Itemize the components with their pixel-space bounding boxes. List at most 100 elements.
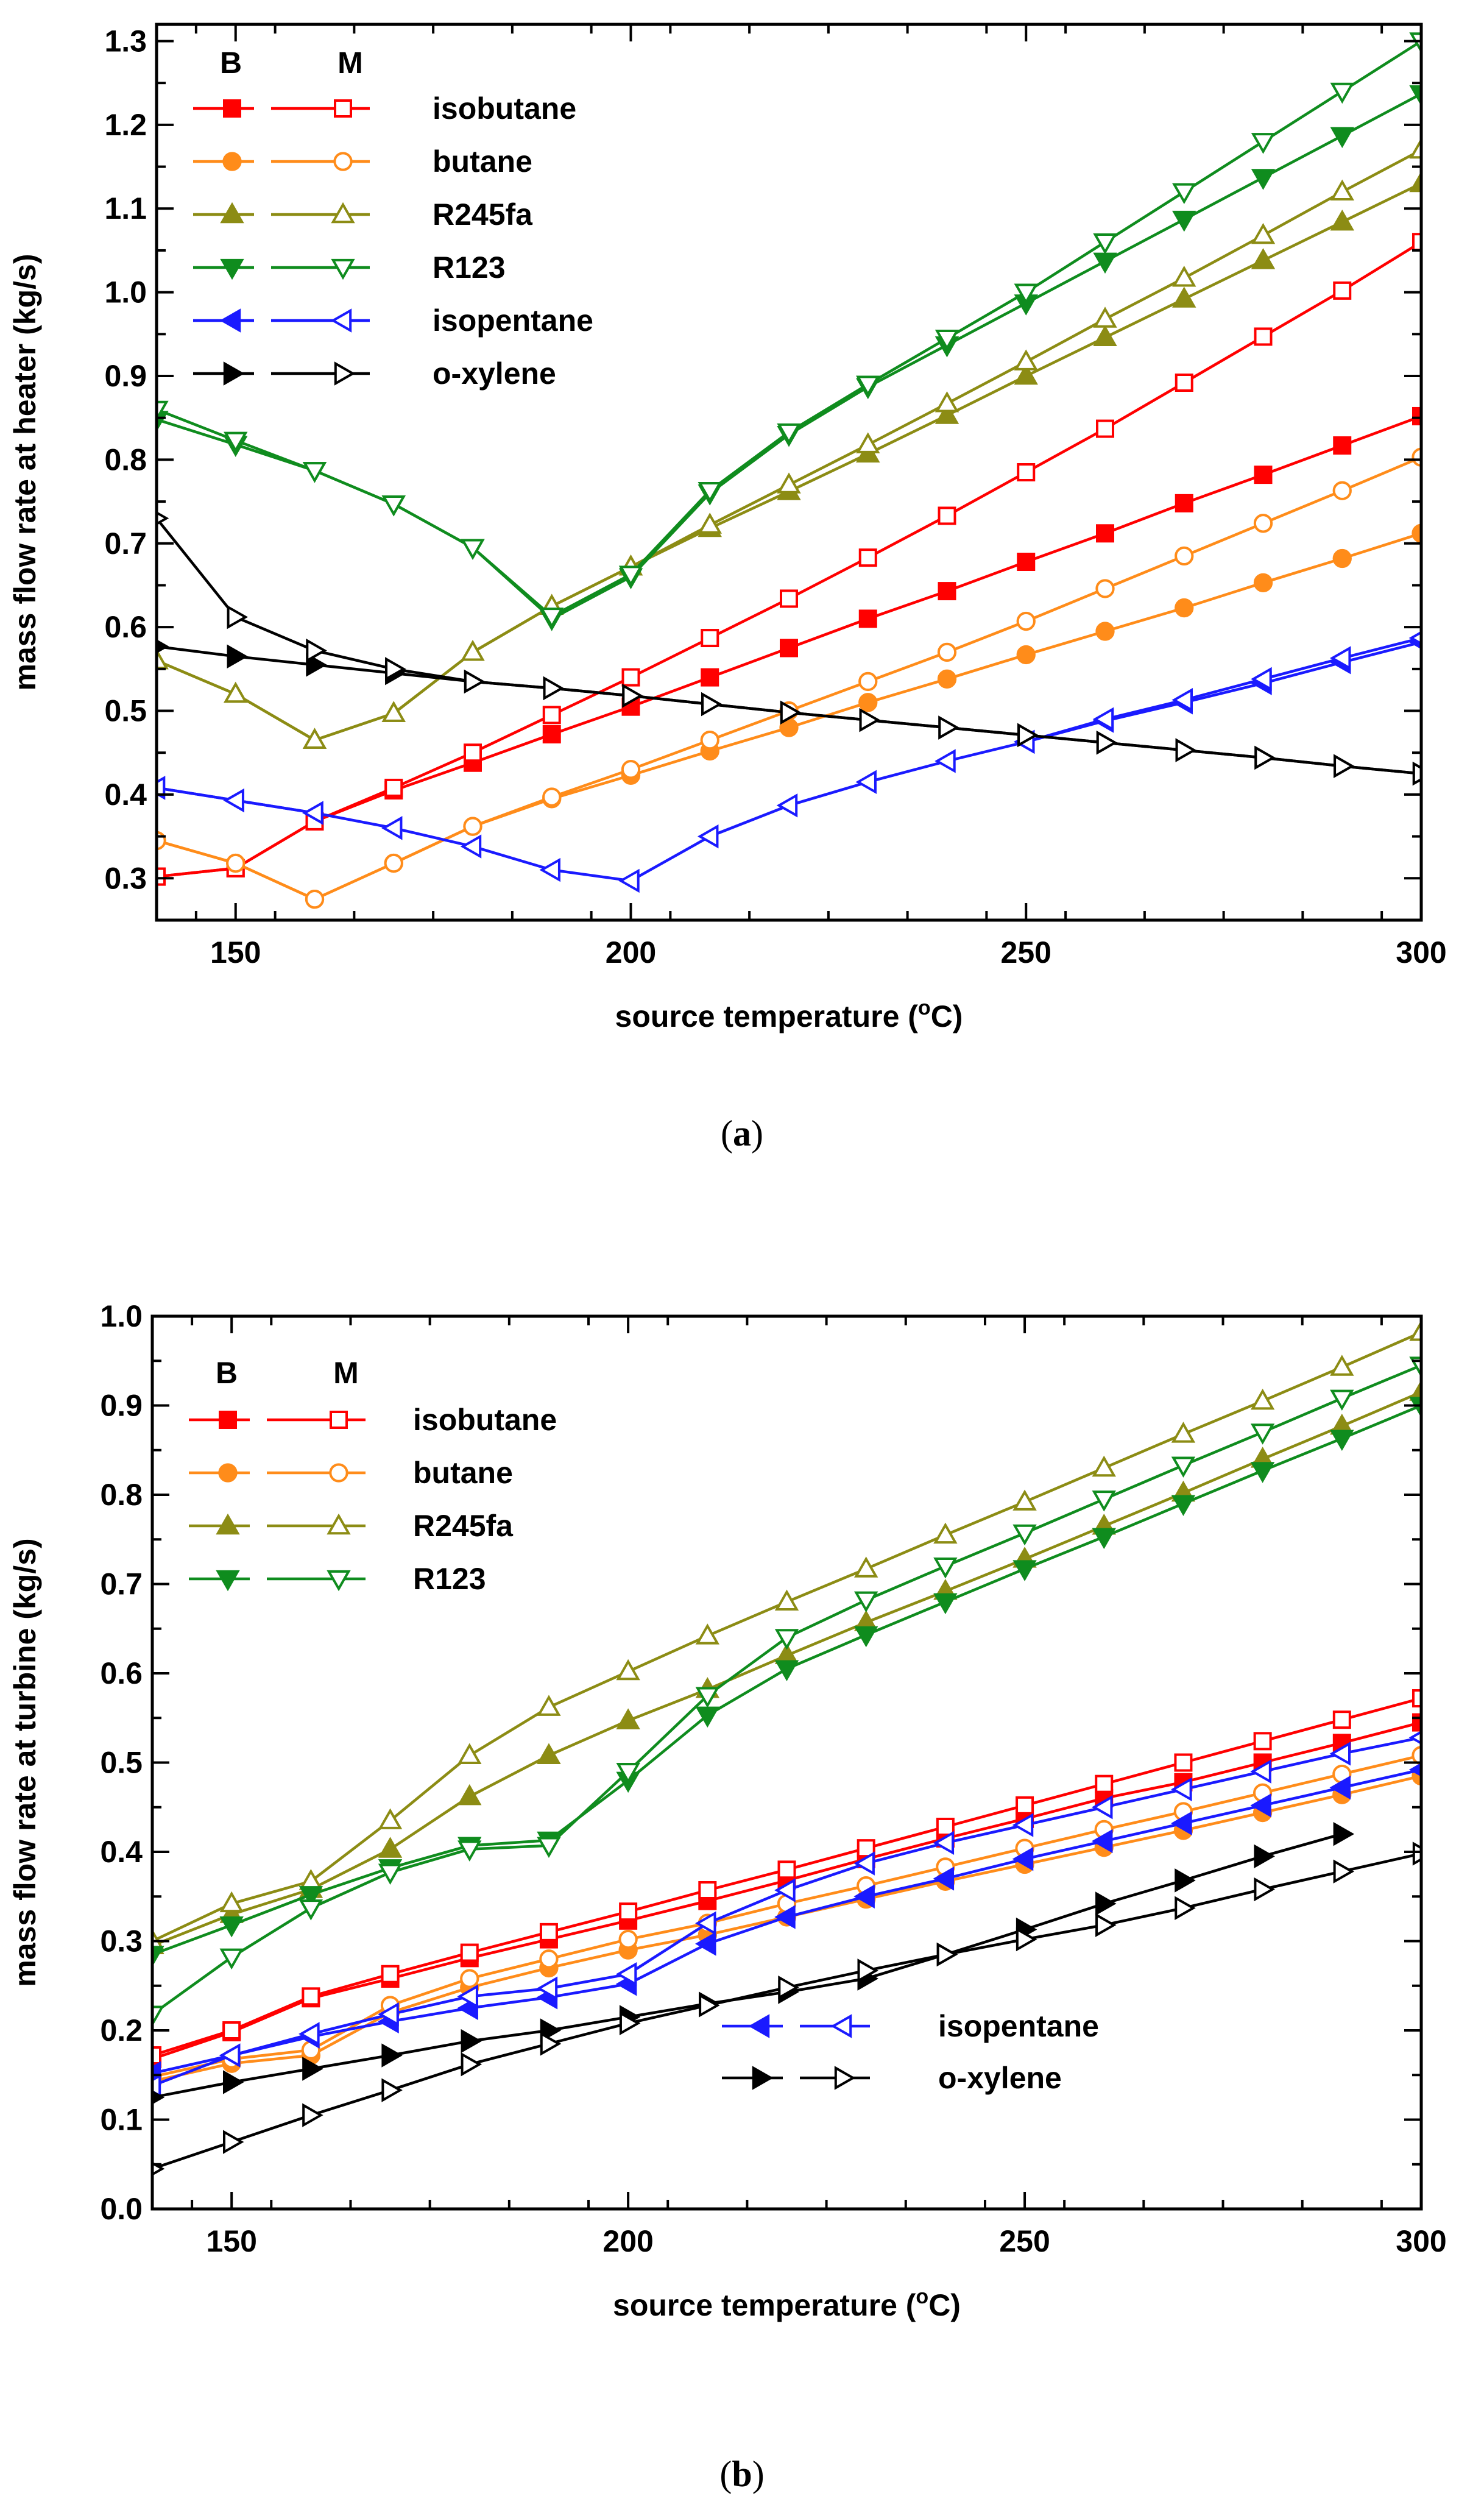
panel-a-point-isobutane-M-270 <box>1175 374 1193 392</box>
panel-a-point-isobutane-M-200 <box>621 668 640 687</box>
panel-a-point-isobutane-M-250 <box>1017 463 1036 481</box>
panel-b-point-R123-M-150 <box>219 1948 244 1970</box>
panel-a-ytick-label-9: 1.2 <box>104 108 147 142</box>
panel-b-point-R245fa-M-140 <box>152 1929 164 1950</box>
panel-b-point-R245fa-M-200 <box>616 1659 640 1681</box>
panel-b-point-R123-B-250 <box>1012 1560 1037 1581</box>
panel-a-legend-marker-isobutane-B <box>223 99 241 118</box>
panel-b-point-R245fa-M-230 <box>853 1556 878 1578</box>
panel-a-ytick-label-4: 0.7 <box>104 526 147 561</box>
panel-a-point-isobutane-B-270 <box>1175 494 1193 512</box>
panel-b-point-o-xylene-M-150 <box>223 2130 244 2154</box>
panel-b-point-o-xylene-B-160 <box>302 2057 323 2081</box>
panel-b-legend-marker-R123-M <box>327 1570 351 1592</box>
panel-a-point-R123-M-290 <box>1330 82 1354 104</box>
panel-a-point-R123-M-280 <box>1251 133 1276 154</box>
panel-b-point-R245fa-B-200 <box>616 1708 640 1729</box>
panel-b-point-o-xylene-M-200 <box>619 2011 641 2035</box>
panel-b-ytick-label-9: 0.9 <box>100 1389 143 1423</box>
panel-b-legend-marker-isobutane-M <box>330 1411 348 1429</box>
panel-a-point-R123-M-240 <box>935 329 959 351</box>
panel-a-point-R123-M-170 <box>381 495 406 517</box>
panel-a-point-isobutane-B-290 <box>1333 436 1352 455</box>
panel-a-point-o-xylene-B-150 <box>227 644 249 668</box>
panel-b-point-R245fa-M-300 <box>1409 1320 1421 1341</box>
panel-b-point-R123-M-220 <box>774 1629 799 1650</box>
panel-a-point-R245fa-M-140 <box>157 648 169 670</box>
panel-a-legend-marker-o-xylene-B <box>223 361 245 386</box>
panel-b-point-isobutane-M-280 <box>1253 1732 1272 1751</box>
panel-b-point-isopentane-M-230 <box>853 1851 875 1876</box>
panel-a-point-isobutane-M-260 <box>1096 419 1114 438</box>
panel-b-point-R123-M-160 <box>299 1899 323 1921</box>
panel-a-point-R123-M-140 <box>157 400 169 422</box>
panel-a-point-o-xylene-M-280 <box>1254 745 1276 770</box>
panel-b-point-R245fa-M-170 <box>378 1808 403 1829</box>
panel-a-y-axis-label: mass flow rate at heater (kg/s) <box>8 254 42 691</box>
panel-b-point-isobutane-M-160 <box>302 1987 320 2006</box>
panel-a-point-isopentane-M-190 <box>539 857 560 882</box>
panel-b-xtick-label-250: 250 <box>999 2224 1050 2258</box>
panel-a-legend-header-B: B <box>220 46 242 80</box>
panel-b-point-R123-B-280 <box>1250 1462 1275 1483</box>
panel-a-caption: (a) <box>721 1113 763 1154</box>
panel-a-point-isobutane-B-210 <box>701 668 719 687</box>
panel-b-point-R123-B-300 <box>1409 1397 1421 1418</box>
panel-a-point-o-xylene-M-210 <box>701 692 723 717</box>
panel-b-point-R123-M-260 <box>1092 1490 1116 1512</box>
panel-b-point-R245fa-M-210 <box>695 1623 720 1645</box>
panel-b-point-isopentane-M-190 <box>536 1976 558 2001</box>
panel-a-point-isobutane-M-300 <box>1412 233 1421 252</box>
panel-a-ytick-label-7: 1.0 <box>104 275 147 310</box>
panel-a-ytick-label-3: 0.6 <box>104 610 147 644</box>
panel-b-point-isopentane-M-240 <box>933 1831 955 1856</box>
panel-a-point-isopentane-M-180 <box>460 834 482 859</box>
panel-b-point-isopentane-B-230 <box>853 1884 875 1909</box>
panel-b-point-isopentane-B-270 <box>1171 1811 1192 1835</box>
panel-a-point-isobutane-B-190 <box>542 725 561 744</box>
panel-b-point-isobutane-M-290 <box>1332 1710 1351 1729</box>
panel-a-point-R123-B-280 <box>1251 169 1276 190</box>
panel-a-line-isobutane-M <box>157 241 1421 878</box>
panel-b-point-o-xylene-B-170 <box>381 2043 403 2068</box>
panel-b-point-R245fa-M-220 <box>774 1589 799 1611</box>
panel-b-caption: (b) <box>719 2454 764 2494</box>
panel-a-point-R123-B-270 <box>1172 210 1196 232</box>
panel-a-point-isobutane-B-250 <box>1017 553 1036 571</box>
panel-b-point-isobutane-M-180 <box>460 1943 479 1962</box>
panel-b-point-o-xylene-B-270 <box>1175 1868 1196 1893</box>
panel-a-point-isopentane-M-140 <box>157 776 166 800</box>
panel-a-point-o-xylene-M-190 <box>543 676 565 701</box>
panel-b-legend-label-o-xylene: o-xylene <box>938 2061 1062 2095</box>
panel-a-legend-marker-butane-B <box>222 152 242 171</box>
panel-a-point-isopentane-M-220 <box>776 793 798 818</box>
panel-a-ytick-label-2: 0.5 <box>104 694 147 728</box>
panel-a-point-R245fa-B-280 <box>1251 248 1276 269</box>
panel-b-point-isopentane-B-260 <box>1091 1829 1113 1854</box>
panel-b-point-R123-M-230 <box>853 1591 878 1613</box>
panel-b-ytick-label-4: 0.4 <box>100 1835 143 1869</box>
panel-a-xtick-label-150: 150 <box>210 935 261 969</box>
panel-a-point-o-xylene-M-230 <box>859 707 881 732</box>
panel-b-ytick-label-1: 0.1 <box>100 2103 143 2137</box>
panel-a-point-butane-M-230 <box>858 672 878 692</box>
panel-a-point-isobutane-B-240 <box>938 582 956 601</box>
panel-b-point-isopentane-B-280 <box>1250 1793 1271 1818</box>
panel-b-point-o-xylene-M-220 <box>778 1975 799 2000</box>
panel-b-point-R123-M-280 <box>1250 1423 1275 1445</box>
panel-a-point-butane-M-300 <box>1412 447 1421 467</box>
panel-b-legend-label-isopentane: isopentane <box>938 2009 1099 2043</box>
panel-b-point-isopentane-B-290 <box>1329 1775 1351 1800</box>
panel-a-legend-marker-R245fa-M <box>331 202 355 224</box>
panel-b-point-isobutane-M-270 <box>1174 1753 1193 1772</box>
panel-a-point-butane-B-280 <box>1253 573 1273 592</box>
panel-a-point-isobutane-M-290 <box>1333 281 1352 300</box>
panel-a-xtick-label-200: 200 <box>606 935 656 969</box>
panel-a-legend-marker-isopentane-B <box>219 308 241 333</box>
panel-b-point-isopentane-M-260 <box>1091 1795 1113 1820</box>
panel-b-point-isobutane-M-140 <box>152 2046 161 2065</box>
panel-a-point-R123-M-270 <box>1172 183 1196 205</box>
panel-a-legend-label-isobutane: isobutane <box>433 91 576 126</box>
